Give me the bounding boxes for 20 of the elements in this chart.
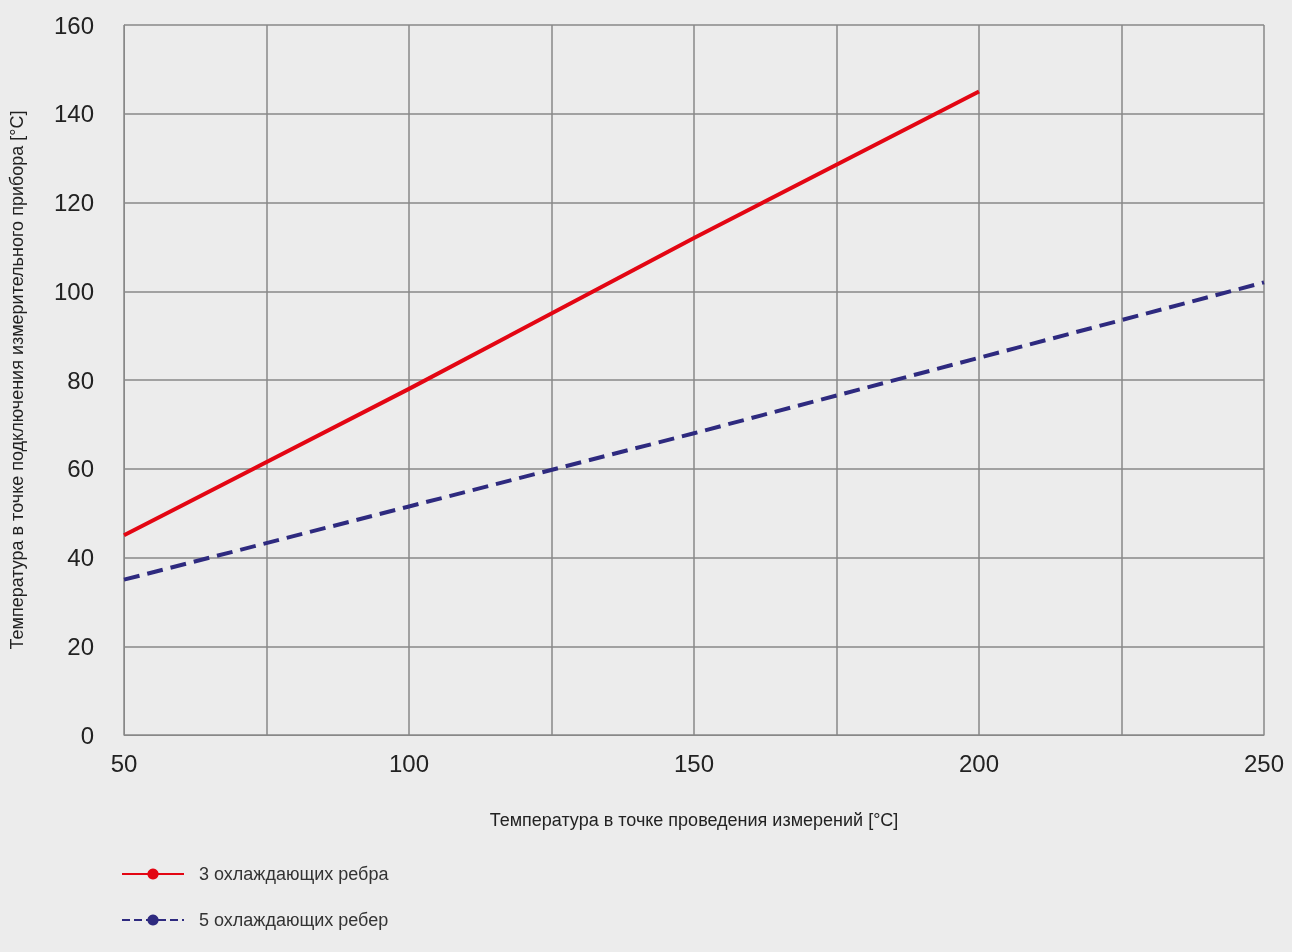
x-tick-label: 250 <box>1243 749 1285 777</box>
y-tick-label: 40 <box>67 544 94 571</box>
x-tick-label: 150 <box>673 749 715 777</box>
y-tick-label: 160 <box>53 11 94 39</box>
legend-label: 5 охлаждающих ребер <box>199 910 389 930</box>
x-tick-label: 100 <box>388 749 430 777</box>
y-tick-label: 60 <box>67 455 94 483</box>
line-series <box>122 89 981 538</box>
x-tick-label: 50 <box>110 749 138 777</box>
y-tick-label: 80 <box>67 366 94 394</box>
y-tick-label: 20 <box>67 632 94 660</box>
y-tick-label: 100 <box>53 277 94 305</box>
legend-label: 3 охлаждающих ребра <box>199 864 390 884</box>
y-tick-label: 140 <box>53 100 94 128</box>
x-axis-title: Температура в точке проведения измерений [°C] <box>489 810 899 830</box>
y-axis-title: Температура в точке подключения измерительного прибора [°C] <box>7 110 27 650</box>
y-tick-label: 120 <box>53 189 94 216</box>
x-tick-label: 200 <box>958 749 1000 777</box>
line-series <box>122 280 1266 582</box>
y-tick-label: 0 <box>80 721 94 749</box>
